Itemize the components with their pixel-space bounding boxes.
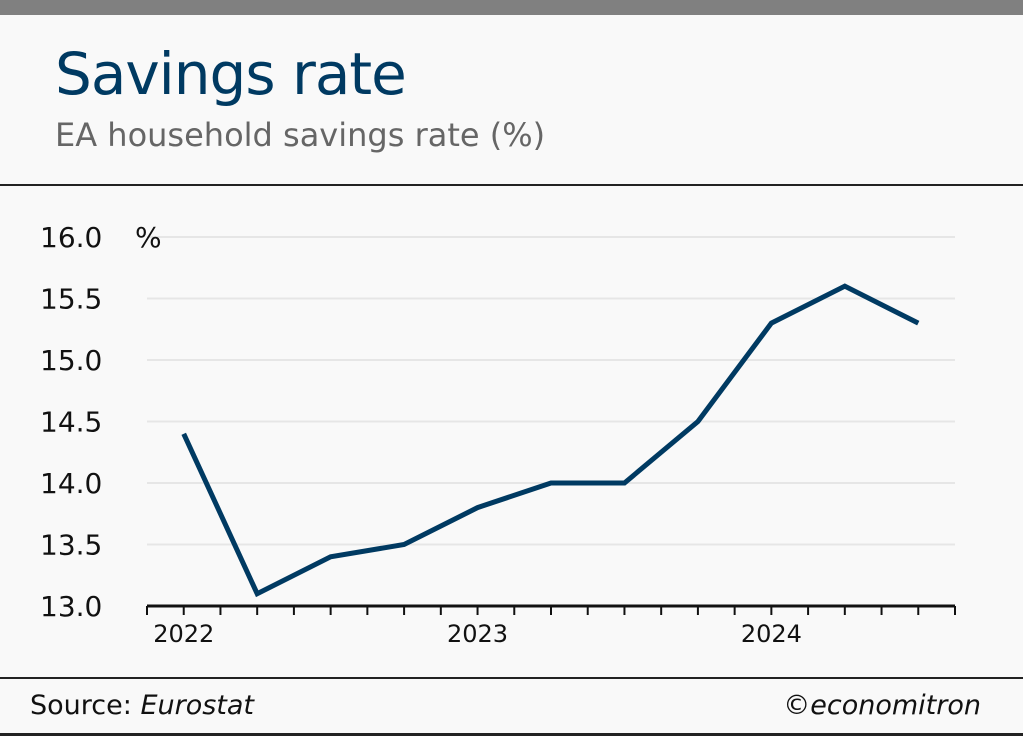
y-tick-label: 15.5 [40, 283, 102, 316]
chart-subtitle: EA household savings rate (%) [55, 116, 546, 154]
y-tick-label: 15.0 [40, 344, 102, 377]
series-line [181, 283, 920, 598]
bottom-divider [0, 733, 1023, 736]
credit: ©economitron [783, 690, 981, 721]
header-divider [0, 184, 1023, 186]
y-tick-label: 14.0 [40, 467, 102, 500]
x-tick-label: 2022 [153, 620, 214, 648]
y-tick-label: 13.0 [40, 590, 102, 623]
y-tick-label: 13.5 [40, 529, 102, 562]
y-tick-label: 16.0 [40, 221, 102, 254]
source-name: Eurostat [140, 690, 255, 721]
chart-title: Savings rate [55, 40, 407, 108]
source-label: Source: [30, 690, 132, 721]
y-unit-label: % [135, 221, 162, 254]
y-tick-label: 14.5 [40, 406, 102, 439]
source-note: Source: Eurostat [30, 690, 254, 721]
top-bar [0, 0, 1023, 15]
footer-divider [0, 677, 1023, 679]
x-tick-label: 2024 [741, 620, 802, 648]
x-tick-label: 2023 [447, 620, 508, 648]
